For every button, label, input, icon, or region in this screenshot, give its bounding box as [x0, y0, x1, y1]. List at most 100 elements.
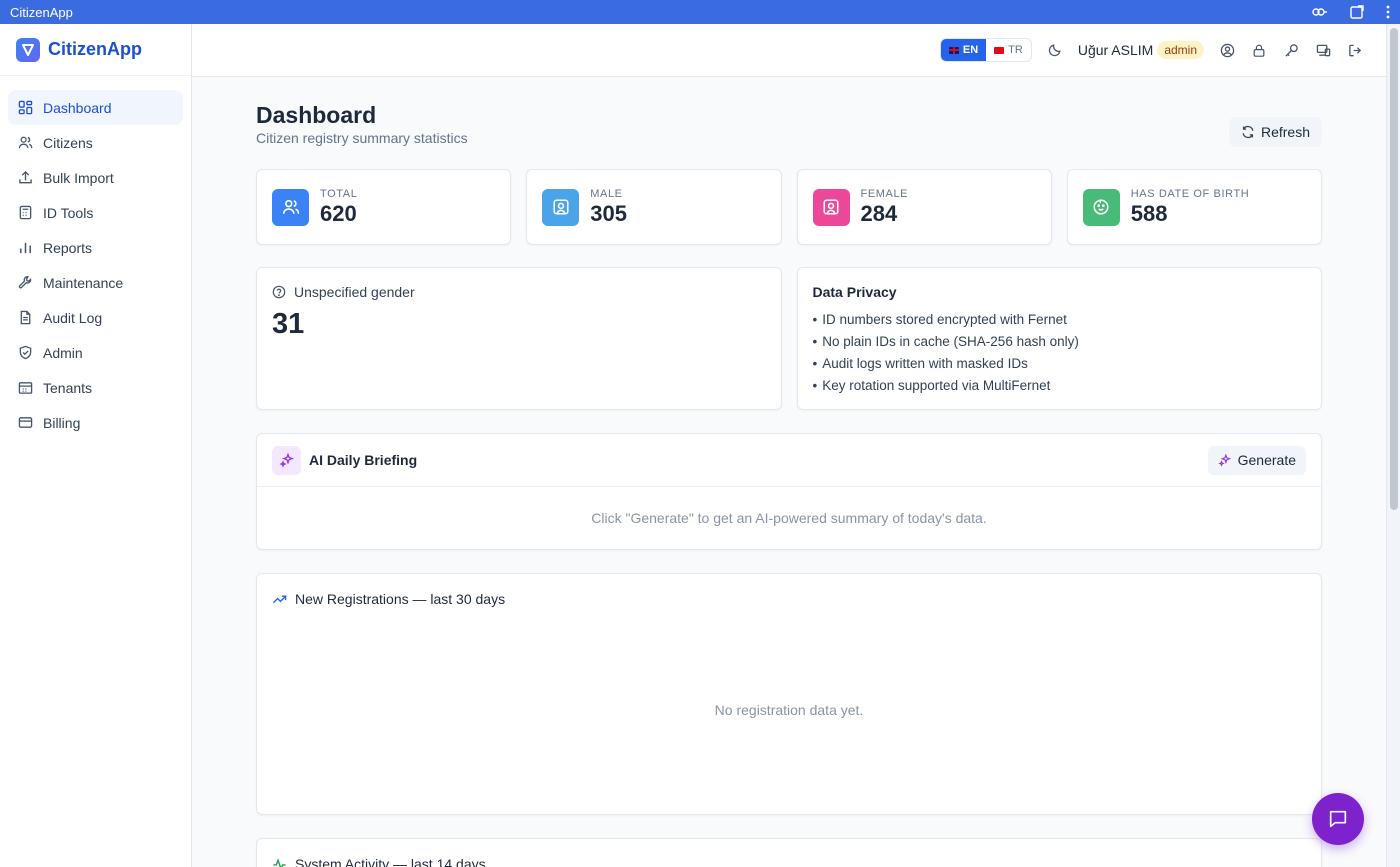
user-circle-icon[interactable] — [1218, 41, 1236, 59]
user-menu[interactable]: Uğur ASLIM admin — [1078, 41, 1204, 59]
unspecified-value: 31 — [272, 308, 305, 340]
sidebar-item-dashboard[interactable]: Dashboard — [8, 90, 183, 125]
sidebar-item-label: Bulk Import — [43, 169, 114, 186]
refresh-label: Refresh — [1260, 124, 1310, 140]
sidebar-item-admin[interactable]: Admin — [8, 335, 183, 370]
stats-row: TOTAL 620 MALE 305 FEMALE 284 — [256, 169, 1322, 245]
lang-en-button[interactable]: EN — [940, 39, 987, 61]
privacy-item: ID numbers stored encrypted with Fernet — [813, 309, 1307, 331]
document-icon — [20, 310, 31, 325]
language-switcher: EN TR — [939, 38, 1032, 62]
logout-icon[interactable] — [1346, 41, 1364, 59]
sparkles-icon — [272, 445, 301, 475]
chat-button[interactable] — [1312, 793, 1364, 845]
sidebar-item-label: Maintenance — [43, 274, 124, 291]
users-icon — [272, 188, 309, 226]
activity-icon — [273, 857, 286, 867]
baby-face-icon — [1082, 188, 1120, 226]
generate-button[interactable]: Generate — [1207, 445, 1306, 475]
sidebar-item-billing[interactable]: Billing — [8, 405, 183, 440]
registrations-title: New Registrations — last 30 days — [295, 591, 506, 607]
turkey-flag-icon — [994, 46, 1005, 54]
unspecified-gender-card: Unspecified gender 31 — [256, 267, 782, 410]
ai-briefing-card: AI Daily Briefing Generate Click "Genera… — [256, 433, 1322, 550]
upload-icon — [19, 170, 32, 184]
chat-icon — [1329, 810, 1347, 828]
building-icon — [18, 382, 33, 394]
uk-flag-icon — [948, 46, 959, 54]
sparkles-icon — [1217, 453, 1231, 467]
top-header: EN TR Uğur ASLIM admin — [192, 24, 1386, 77]
brand[interactable]: CitizenApp — [0, 24, 191, 76]
role-badge: admin — [1157, 41, 1204, 59]
sidebar-item-audit-log[interactable]: Audit Log — [8, 300, 183, 335]
scrollbar-thumb[interactable] — [1390, 28, 1398, 510]
stat-label: MALE — [590, 187, 623, 200]
window-titlebar: CitizenApp — [0, 0, 1400, 24]
sidebar-item-maintenance[interactable]: Maintenance — [8, 265, 183, 300]
main-content: Dashboard Citizen registry summary stati… — [256, 77, 1322, 867]
activity-chart-card: System Activity — last 14 days — [256, 838, 1322, 867]
user-square-icon — [812, 188, 850, 226]
info-row: Unspecified gender 31 Data Privacy ID nu… — [256, 267, 1322, 410]
activity-title: System Activity — last 14 days — [295, 856, 486, 867]
registrations-chart-card: New Registrations — last 30 days No regi… — [256, 573, 1322, 815]
ai-briefing-title: AI Daily Briefing — [309, 452, 418, 468]
stat-value: 284 — [860, 200, 898, 226]
bar-chart-icon — [20, 242, 31, 254]
refresh-icon — [1242, 125, 1254, 139]
sidebar-item-label: Reports — [43, 239, 93, 256]
users-icon — [18, 136, 33, 149]
generate-label: Generate — [1237, 452, 1296, 468]
sidebar-item-reports[interactable]: Reports — [8, 230, 183, 265]
key-icon[interactable] — [1282, 41, 1300, 59]
calculator-icon — [19, 205, 32, 220]
page-title: Dashboard — [256, 102, 377, 128]
sidebar-item-label: ID Tools — [43, 204, 94, 221]
sidebar-item-label: Billing — [43, 414, 81, 431]
privacy-item: Audit logs written with masked IDs — [813, 353, 1307, 375]
sidebar-item-label: Tenants — [43, 379, 93, 396]
dashboard-icon — [18, 100, 33, 115]
stat-value: 620 — [320, 200, 357, 226]
sidebar-item-bulk-import[interactable]: Bulk Import — [8, 160, 183, 195]
user-square-icon — [542, 188, 580, 226]
key-icon[interactable] — [1312, 7, 1328, 17]
extension-icon[interactable] — [1350, 5, 1364, 19]
stat-card-total: TOTAL 620 — [256, 169, 512, 245]
sidebar-item-citizens[interactable]: Citizens — [8, 125, 183, 160]
more-vertical-icon[interactable] — [1386, 5, 1390, 19]
lang-tr-button[interactable]: TR — [986, 39, 1031, 61]
page-subtitle: Citizen registry summary statistics — [256, 130, 468, 146]
stat-label: TOTAL — [320, 187, 358, 200]
privacy-list: ID numbers stored encrypted with Fernet … — [813, 309, 1307, 397]
app-logo-icon — [16, 37, 40, 62]
sidebar-item-tenants[interactable]: Tenants — [8, 370, 183, 405]
devices-icon[interactable] — [1314, 41, 1332, 59]
lang-tr-label: TR — [1008, 44, 1023, 56]
moon-icon[interactable] — [1046, 41, 1064, 59]
page-header: Dashboard Citizen registry summary stati… — [256, 77, 1322, 169]
sidebar-item-label: Audit Log — [43, 309, 103, 326]
refresh-button[interactable]: Refresh — [1228, 117, 1322, 147]
sidebar-item-label: Citizens — [43, 134, 93, 151]
question-circle-icon — [272, 285, 286, 299]
stat-value: 588 — [1130, 200, 1168, 226]
page-scrollbar[interactable] — [1386, 24, 1400, 867]
sidebar: CitizenApp Dashboard Citizens Bulk Impor… — [0, 24, 192, 867]
shield-icon — [19, 345, 32, 360]
privacy-title: Data Privacy — [812, 284, 897, 300]
sidebar-item-label: Admin — [43, 344, 83, 361]
lock-icon[interactable] — [1250, 41, 1268, 59]
trending-up-icon — [272, 595, 287, 603]
user-name: Uğur ASLIM — [1077, 42, 1154, 58]
data-privacy-card: Data Privacy ID numbers stored encrypted… — [796, 267, 1322, 410]
stat-value: 305 — [590, 200, 627, 226]
privacy-item: Key rotation supported via MultiFernet — [813, 375, 1307, 397]
unspecified-label: Unspecified gender — [294, 284, 415, 300]
stat-card-female: FEMALE 284 — [796, 169, 1052, 245]
sidebar-item-id-tools[interactable]: ID Tools — [8, 195, 183, 230]
stat-label: HAS DATE OF BIRTH — [1130, 187, 1250, 200]
stat-card-male: MALE 305 — [526, 169, 782, 245]
brand-name: CitizenApp — [48, 39, 142, 59]
